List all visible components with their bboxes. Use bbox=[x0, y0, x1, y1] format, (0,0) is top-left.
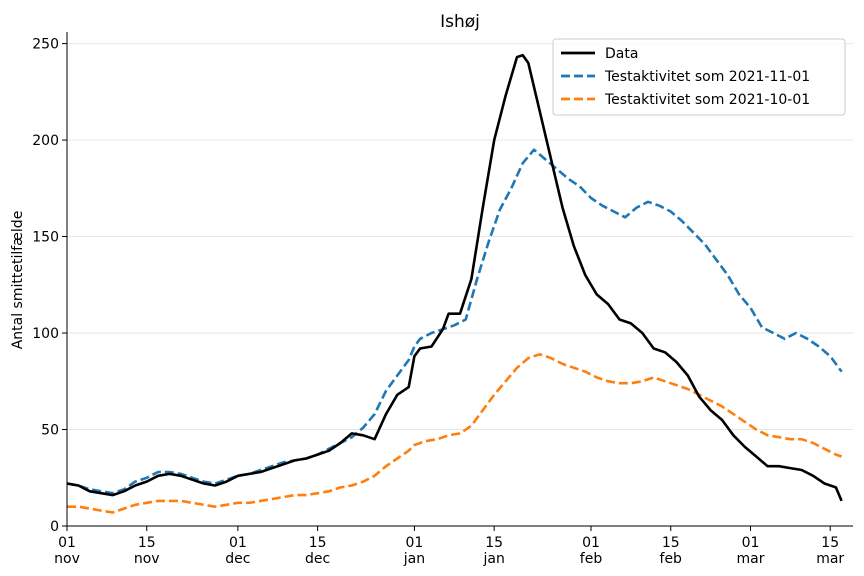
legend-label: Data bbox=[605, 46, 638, 62]
x-tick-label-month: mar bbox=[816, 551, 844, 567]
legend-label: Testaktivitet som 2021-11-01 bbox=[604, 69, 810, 85]
x-tick-label-month: mar bbox=[736, 551, 764, 567]
legend-label: Testaktivitet som 2021-10-01 bbox=[604, 92, 810, 108]
x-tick-label-day: 15 bbox=[485, 535, 503, 551]
x-tick-label-month: feb bbox=[580, 551, 603, 567]
chart-title: Ishøj bbox=[440, 12, 480, 32]
x-axis-ticks: 01nov15nov01dec15dec01jan15jan01feb15feb… bbox=[54, 526, 844, 567]
x-tick-label-day: 01 bbox=[406, 535, 424, 551]
y-tick-label: 50 bbox=[41, 423, 59, 439]
x-tick-label-month: nov bbox=[134, 551, 160, 567]
x-tick-label-month: jan bbox=[403, 551, 425, 567]
x-tick-label-day: 15 bbox=[821, 535, 839, 551]
legend: Data Testaktivitet som 2021-11-01 Testakti… bbox=[552, 38, 846, 116]
series-line-2 bbox=[67, 352, 843, 514]
x-tick-label-day: 01 bbox=[229, 535, 247, 551]
y-axis-ticks: 0 50 100 150 200 250 bbox=[32, 37, 67, 535]
x-tick-label-day: 01 bbox=[582, 535, 600, 551]
x-tick-label-day: 15 bbox=[309, 535, 327, 551]
x-tick-label-day: 01 bbox=[58, 535, 76, 551]
y-tick-label: 250 bbox=[32, 37, 59, 53]
x-tick-label-month: jan bbox=[483, 551, 505, 567]
x-tick-label-month: dec bbox=[305, 551, 330, 567]
y-tick-label: 0 bbox=[50, 519, 59, 535]
y-tick-label: 150 bbox=[32, 230, 59, 246]
gridlines bbox=[67, 43, 853, 527]
x-tick-label-day: 01 bbox=[742, 535, 760, 551]
series-line-0 bbox=[66, 53, 843, 502]
x-tick-label-day: 15 bbox=[138, 535, 156, 551]
x-tick-label-day: 15 bbox=[662, 535, 680, 551]
legend-box bbox=[552, 38, 846, 116]
x-tick-label-month: dec bbox=[225, 551, 250, 567]
y-axis-label: Antal smittetilfælde bbox=[10, 211, 26, 350]
series-group bbox=[66, 53, 843, 514]
x-tick-label-month: feb bbox=[660, 551, 683, 567]
y-tick-label: 200 bbox=[32, 133, 59, 149]
series-line-1 bbox=[66, 148, 843, 495]
y-tick-label: 100 bbox=[32, 326, 59, 342]
x-tick-label-month: nov bbox=[54, 551, 80, 567]
